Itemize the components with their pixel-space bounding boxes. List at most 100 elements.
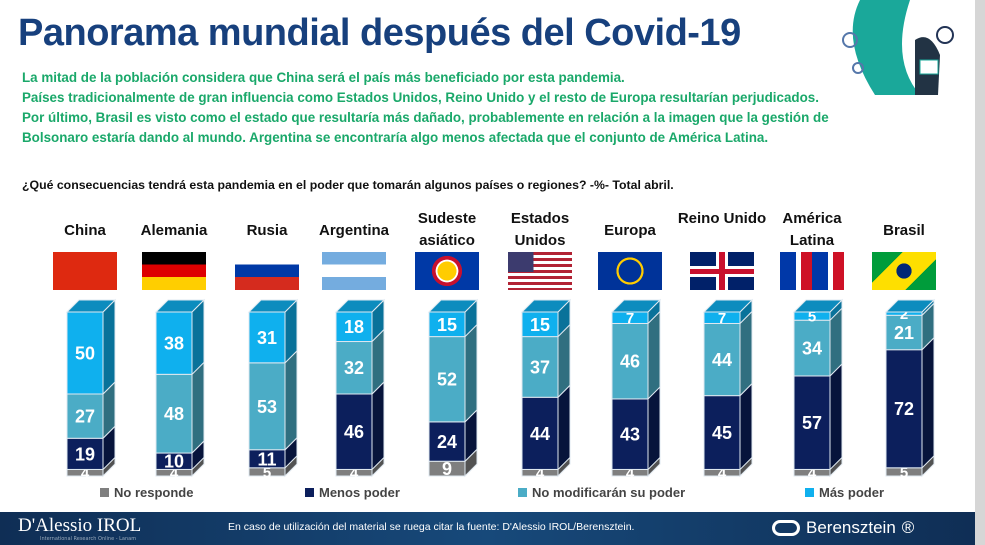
bar-segment — [66, 393, 104, 439]
legend-swatch — [805, 488, 814, 497]
bar-segment-side — [829, 362, 843, 471]
dalessio-logo: D'Alessio IROL — [18, 515, 142, 536]
data-label: 27 — [75, 407, 95, 427]
bar-top — [792, 299, 844, 313]
category-label: Alemania — [140, 222, 208, 239]
category-label: China — [64, 222, 106, 239]
subtitle: La mitad de la población considera que C… — [22, 68, 842, 148]
covid-illustration — [842, 0, 954, 95]
bar-segment-side — [739, 310, 753, 397]
data-label: 43 — [620, 425, 640, 445]
data-label: 52 — [437, 370, 457, 390]
category-label: Europa — [604, 222, 656, 239]
bar-segment-side — [102, 298, 116, 396]
bar-top — [427, 299, 479, 313]
bar-segment — [521, 396, 559, 470]
legend-item: No modificarán su poder — [518, 485, 685, 500]
stacked-bar-chart: 4192750410483851153314463218924521544437… — [65, 298, 936, 482]
bar-segment-side — [921, 336, 935, 470]
data-label: 21 — [894, 323, 914, 343]
berensztein-logo-icon — [772, 520, 800, 536]
data-label: 44 — [712, 350, 732, 370]
data-label: 4 — [536, 465, 545, 482]
legend-item: Menos poder — [305, 485, 400, 500]
category-label: Rusia — [246, 222, 288, 239]
legend-swatch — [100, 488, 109, 497]
data-label: 10 — [164, 452, 184, 472]
legend-item: Más poder — [805, 485, 884, 500]
data-label: 5 — [900, 464, 908, 481]
bar-segment — [248, 311, 286, 364]
bar-top — [65, 299, 117, 313]
category-label: Sudeste asiático — [417, 210, 477, 249]
data-label: 53 — [257, 397, 277, 417]
bar-top — [884, 299, 936, 313]
bar-segment — [335, 311, 373, 343]
bar-top — [702, 299, 754, 313]
data-label: 11 — [257, 449, 276, 469]
bar-segment-side — [739, 382, 753, 471]
data-label: 2 — [900, 306, 908, 323]
data-label: 37 — [530, 357, 550, 377]
flag-icon — [508, 252, 572, 290]
legend: No responde Menos poder No modificarán su … — [0, 485, 985, 503]
subtitle-line-1: La mitad de la población considera que C… — [22, 70, 625, 85]
flag-icon — [415, 252, 479, 290]
data-label: 4 — [170, 465, 179, 482]
data-label: 7 — [718, 310, 726, 327]
category-label: Estados Unidos — [510, 210, 570, 249]
category-label: América Latina — [782, 210, 842, 249]
flag-icon — [872, 252, 936, 290]
legend-swatch — [305, 488, 314, 497]
legend-label: Menos poder — [319, 485, 400, 500]
category-label: Brasil — [883, 222, 925, 239]
bar-segment-side — [284, 349, 298, 451]
data-label: 7 — [626, 310, 634, 327]
data-label: 4 — [626, 465, 635, 482]
data-label: 15 — [530, 315, 550, 335]
data-label: 4 — [808, 465, 817, 482]
page-title: Panorama mundial después del Covid-19 — [18, 12, 741, 54]
bar-segment — [66, 311, 104, 395]
data-label: 57 — [802, 413, 822, 433]
data-label: 38 — [164, 334, 184, 354]
bar-segment — [885, 349, 923, 469]
data-label: 32 — [344, 358, 364, 378]
flag-icon — [235, 252, 299, 290]
legend-label: No responde — [114, 485, 194, 500]
bar-segment — [155, 311, 193, 375]
bar-segment — [335, 341, 373, 395]
data-label: 31 — [257, 328, 277, 348]
flag-icon — [598, 252, 662, 290]
data-label: 46 — [620, 352, 640, 372]
category-label: Argentina — [318, 222, 389, 239]
bar-segment-side — [557, 384, 571, 471]
bar-top — [520, 299, 572, 313]
scrollbar[interactable] — [975, 0, 985, 545]
bar-segment-side — [464, 323, 478, 424]
berensztein-logo: Berensztein ® — [772, 518, 914, 538]
bar-top — [610, 299, 662, 313]
bar-top — [247, 299, 299, 313]
data-label: 18 — [344, 317, 364, 337]
data-label: 50 — [75, 343, 95, 363]
bar-segment — [703, 322, 741, 397]
data-label: 19 — [75, 444, 95, 464]
bar-segment-side — [371, 380, 385, 471]
data-label: 4 — [718, 465, 727, 482]
bar-top — [154, 299, 206, 313]
question: ¿Qué consecuencias tendrá esta pandemia … — [22, 178, 674, 192]
bar-segment — [155, 373, 193, 454]
data-label: 15 — [437, 315, 457, 335]
data-label: 4 — [350, 465, 359, 482]
legend-label: Más poder — [819, 485, 885, 500]
source-note: En caso de utilización del material se r… — [228, 521, 635, 533]
data-label: 48 — [164, 404, 184, 424]
legend-item: No responde — [100, 485, 193, 500]
bar-segment-side — [191, 361, 205, 455]
legend-label: No modificarán su poder — [532, 485, 686, 500]
footer: D'Alessio IROL International Research On… — [0, 512, 975, 545]
category-label: Reino Unido — [677, 210, 767, 227]
bar-segment — [428, 336, 466, 423]
data-label: 9 — [442, 459, 452, 479]
